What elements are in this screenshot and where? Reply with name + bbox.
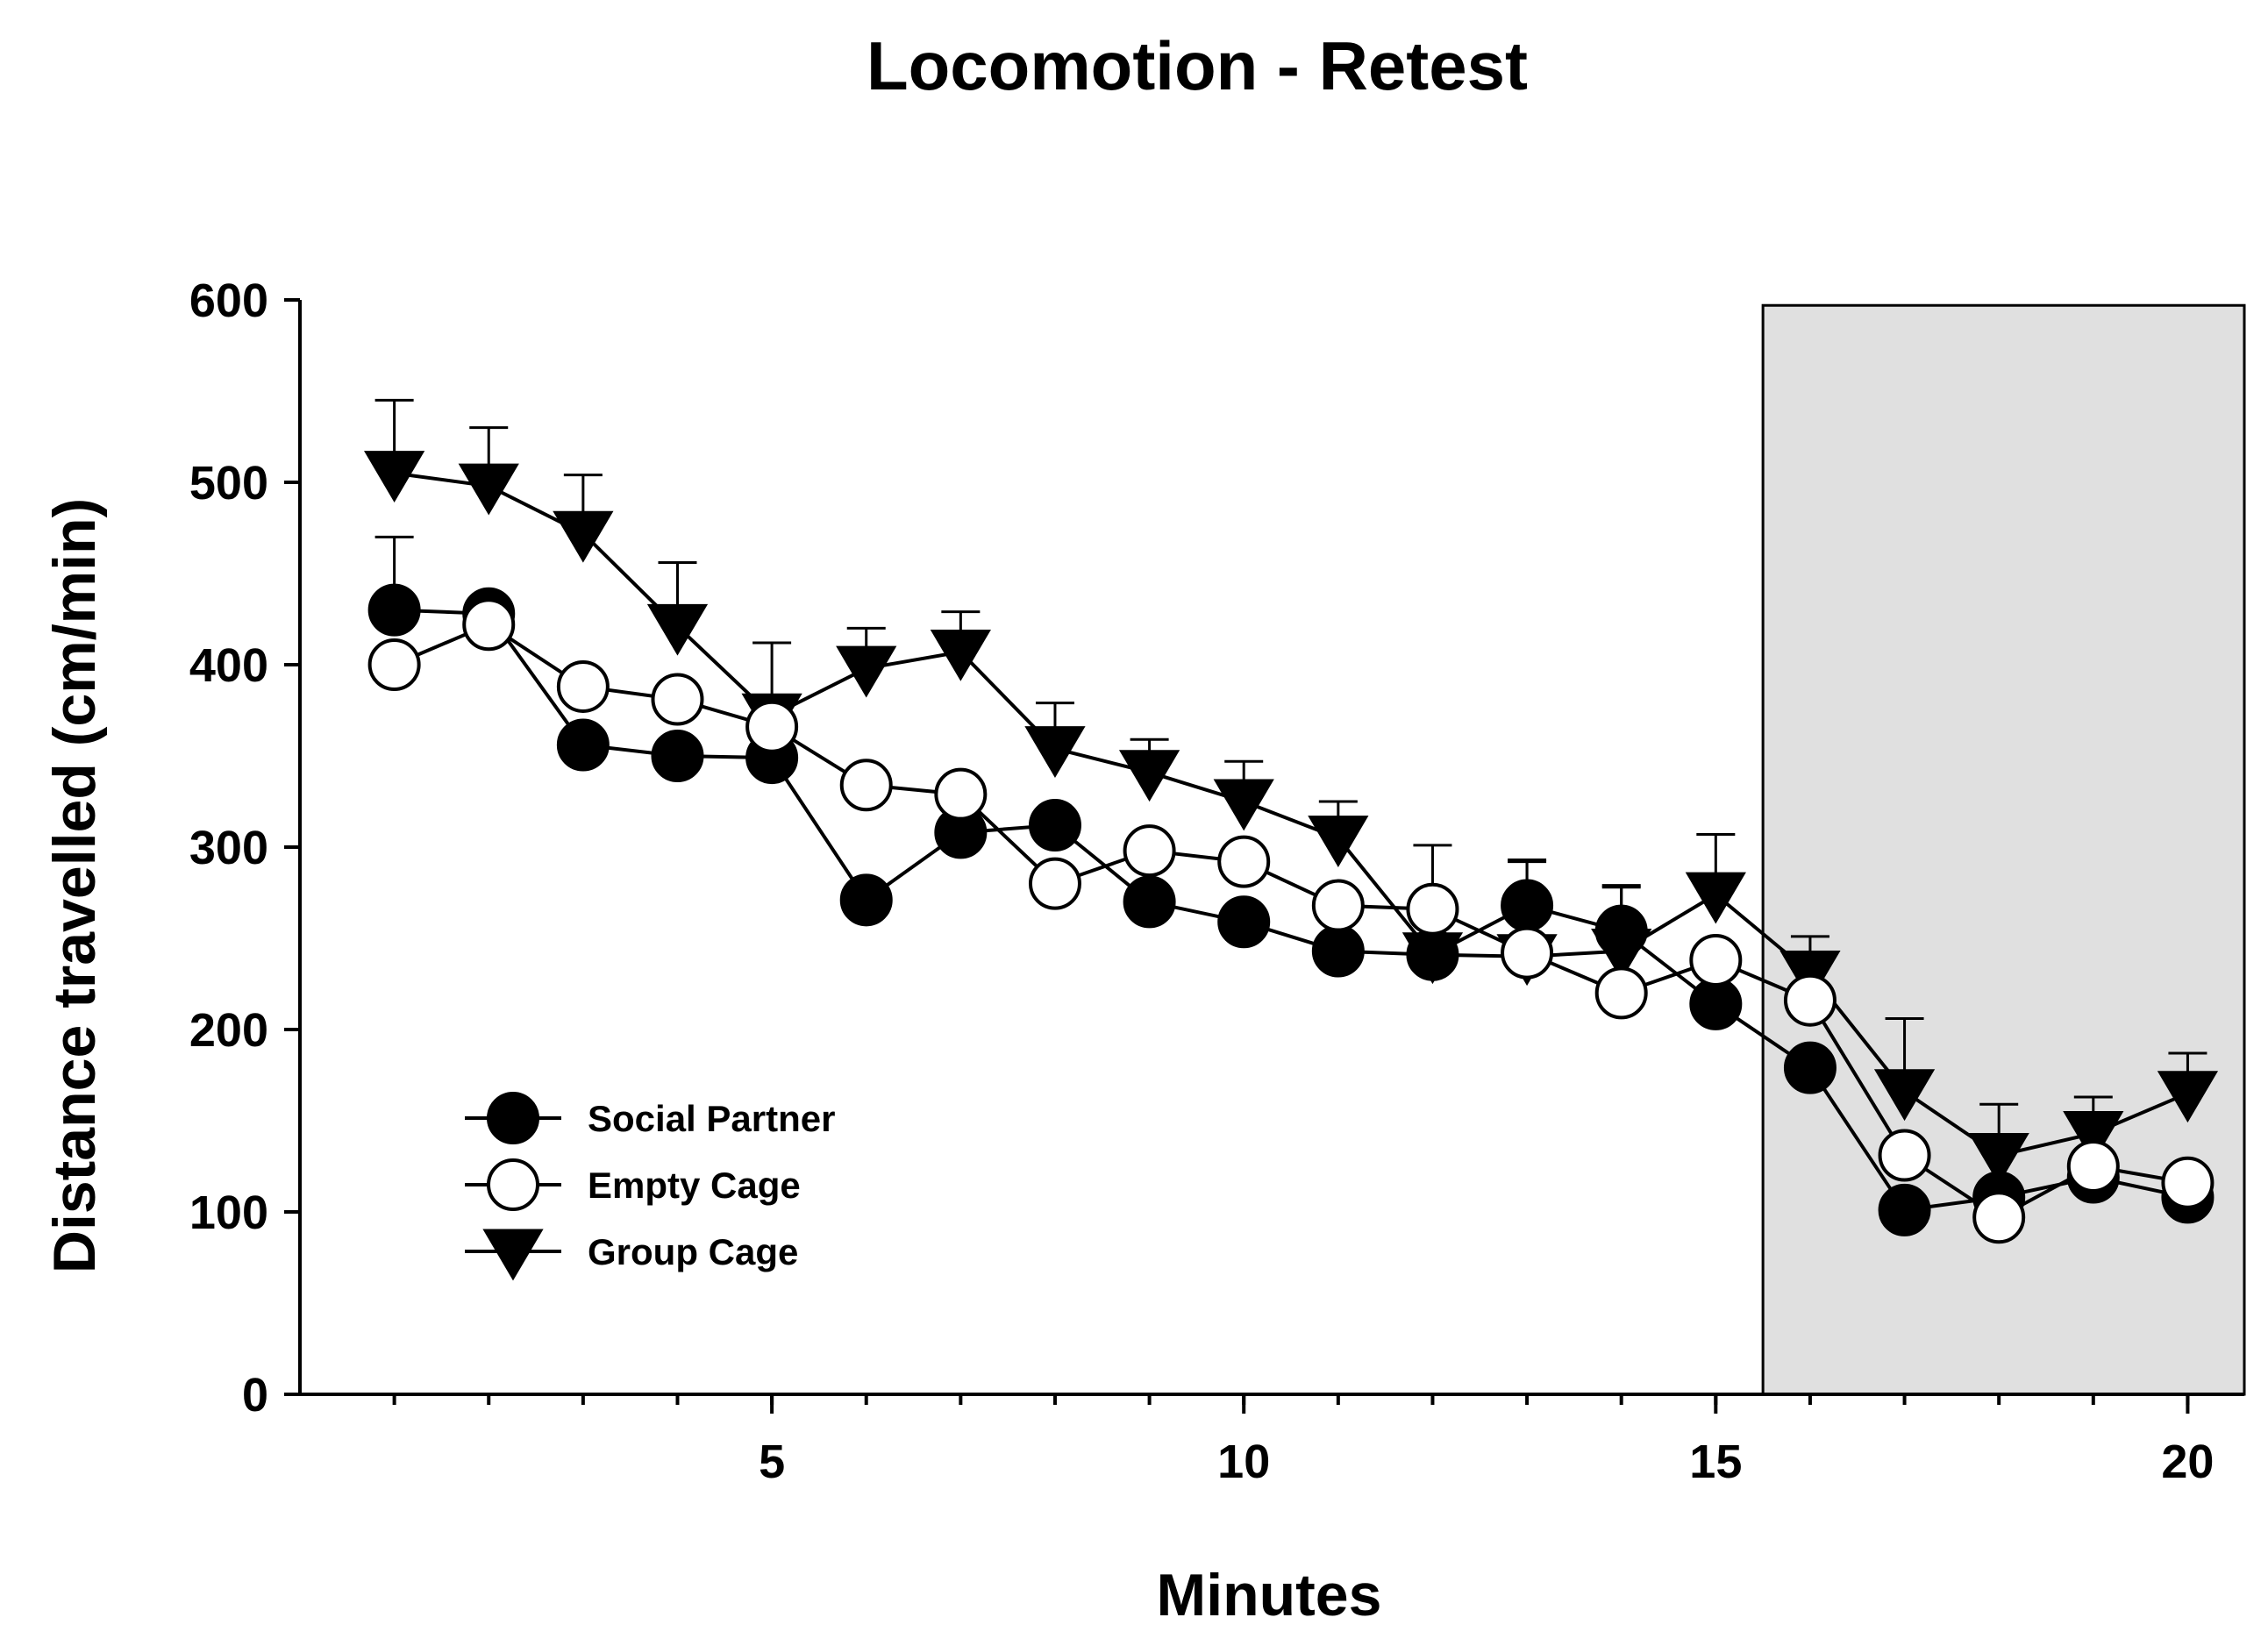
y-tick-label: 500: [189, 457, 268, 509]
data-point-group-cage: [1024, 726, 1086, 779]
legend-item-social-partner: Social Partner: [465, 1092, 835, 1144]
data-point-empty-cage: [1972, 1191, 2026, 1244]
data-point-social-partner: [367, 583, 421, 637]
data-point-group-cage: [836, 645, 897, 698]
data-point-empty-cage: [1123, 824, 1176, 878]
data-point-empty-cage: [556, 659, 610, 713]
data-point-social-partner: [651, 730, 704, 782]
data-point-group-cage: [1685, 872, 1746, 924]
data-point-social-partner: [1501, 879, 1554, 932]
legend-marker-group-cage: [482, 1229, 544, 1281]
data-point-group-cage: [553, 510, 614, 563]
x-tick-label: 20: [2161, 1436, 2214, 1488]
data-point-group-cage: [1118, 750, 1180, 802]
legend-label: Empty Cage: [588, 1165, 801, 1206]
data-point-social-partner: [1594, 904, 1648, 958]
data-point-empty-cage: [934, 767, 988, 821]
data-point-social-partner: [1217, 895, 1271, 949]
legend-item-group-cage: Group Cage: [465, 1229, 798, 1281]
data-point-group-cage: [458, 463, 519, 516]
data-point-empty-cage: [367, 638, 421, 691]
data-point-empty-cage: [2161, 1156, 2215, 1209]
data-point-group-cage: [646, 603, 709, 656]
y-tick-label: 200: [189, 1004, 268, 1057]
legend-label: Social Partner: [588, 1098, 835, 1139]
chart-title: Locomotion - Retest: [867, 27, 1528, 104]
x-tick-label: 10: [1217, 1436, 1270, 1488]
data-point-social-partner: [1689, 977, 1743, 1030]
legend-marker-empty-cage: [487, 1158, 539, 1211]
data-point-empty-cage: [1311, 879, 1365, 932]
y-tick-label: 100: [189, 1186, 268, 1239]
data-point-social-partner: [839, 873, 893, 927]
data-point-group-cage: [1308, 816, 1369, 867]
data-point-social-partner: [1783, 1041, 1837, 1094]
data-point-empty-cage: [1878, 1129, 1931, 1182]
axes: 0 100 200 300 400 500 600 5 10 15 20: [189, 274, 2244, 1488]
series-layer: [363, 398, 2219, 1244]
data-point-empty-cage: [651, 673, 704, 726]
data-point-empty-cage: [1406, 882, 1459, 936]
data-point-group-cage: [1968, 1133, 2029, 1185]
y-axis-label: Distance travelled (cm/min): [41, 498, 108, 1273]
data-point-group-cage: [363, 451, 425, 502]
legend: Social Partner Empty Cage Group Cage: [465, 1092, 835, 1281]
data-point-social-partner: [1406, 928, 1459, 981]
x-tick-label: 5: [759, 1436, 785, 1488]
data-point-empty-cage: [1028, 857, 1081, 910]
data-point-social-partner: [1878, 1183, 1931, 1236]
data-point-group-cage: [2063, 1111, 2124, 1163]
data-point-group-cage: [1213, 779, 1274, 831]
legend-item-empty-cage: Empty Cage: [465, 1158, 801, 1211]
data-point-empty-cage: [462, 598, 516, 652]
legend-marker-social-partner: [487, 1092, 539, 1144]
data-point-social-partner: [556, 718, 610, 772]
data-point-group-cage: [2157, 1071, 2219, 1123]
data-point-empty-cage: [2066, 1140, 2120, 1193]
data-point-empty-cage: [1689, 933, 1743, 987]
legend-label: Group Cage: [588, 1231, 798, 1272]
data-point-empty-cage: [1594, 966, 1648, 1020]
y-tick-label: 400: [189, 639, 268, 692]
x-tick-label: 15: [1689, 1436, 1742, 1488]
data-point-empty-cage: [1501, 926, 1554, 980]
y-tick-label: 600: [189, 274, 268, 327]
data-point-social-partner: [1311, 924, 1365, 978]
data-point-empty-cage: [839, 759, 893, 812]
y-tick-label: 0: [242, 1369, 268, 1422]
data-point-social-partner: [1123, 875, 1176, 929]
data-point-social-partner: [1028, 799, 1081, 852]
data-point-empty-cage: [745, 700, 799, 753]
data-point-empty-cage: [1783, 973, 1837, 1027]
series-empty-cage: [367, 598, 2215, 1244]
y-tick-label: 300: [189, 822, 268, 874]
data-point-group-cage: [1873, 1069, 1936, 1122]
data-point-empty-cage: [1217, 835, 1271, 888]
x-axis-label: Minutes: [1157, 1562, 1382, 1628]
data-point-group-cage: [930, 629, 991, 681]
